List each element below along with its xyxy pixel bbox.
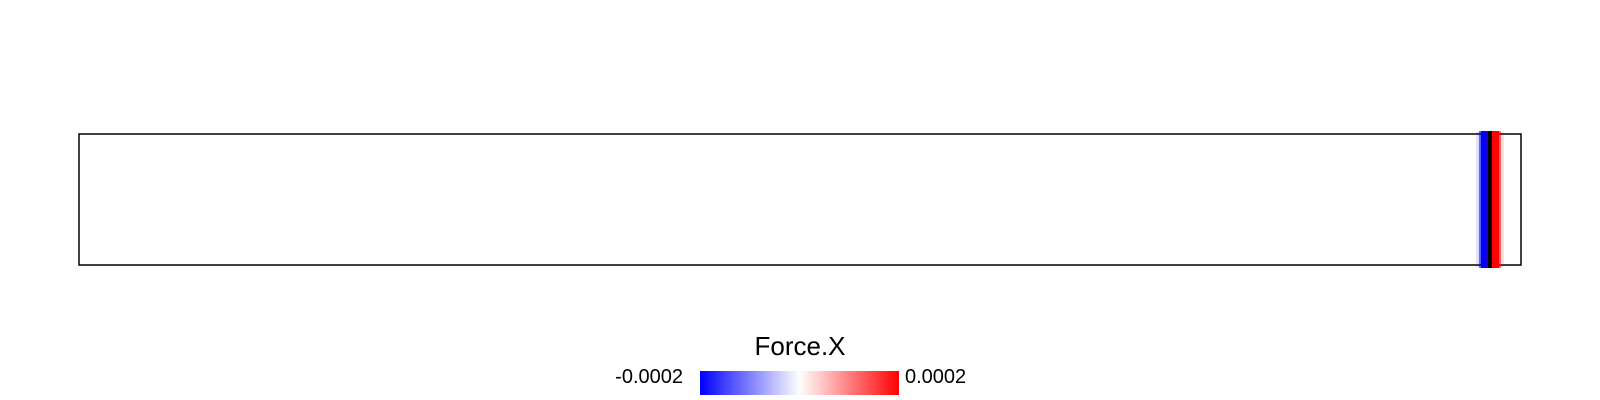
negative-band [1480,131,1489,268]
colorbar-min-label: -0.0002 [615,366,683,388]
band-seam [1487,131,1492,268]
domain-frame [78,133,1522,266]
colorbar-title: Force.X [754,331,846,361]
positive-band [1491,131,1500,268]
colorbar [700,371,899,395]
field-layer [1475,131,1505,268]
colorbar-gradient [700,371,899,395]
colorbar-max-label: 0.0002 [905,366,967,388]
